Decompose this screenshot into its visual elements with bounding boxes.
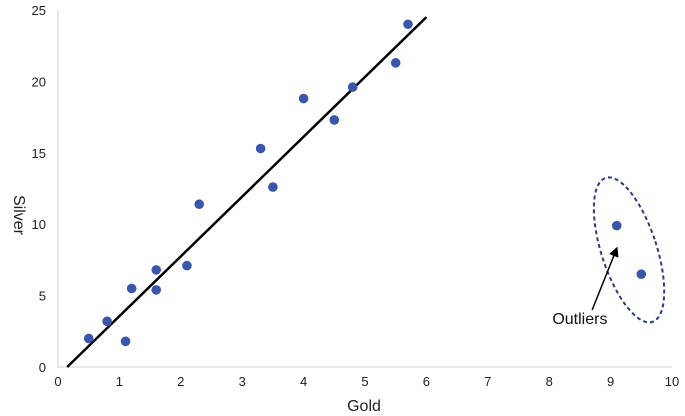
data-point [268,182,278,192]
x-tick-label: 5 [361,374,368,389]
y-axis-title: Silver [10,195,27,236]
data-point [126,283,137,294]
data-point [182,260,192,271]
data-point [255,143,266,154]
x-tick-label: 3 [239,374,246,389]
outliers-label: Outliers [552,311,607,328]
data-point [390,58,401,68]
trendline [66,16,428,368]
data-point [151,285,162,295]
x-tick-label: 0 [54,374,61,389]
data-point [636,269,647,279]
x-tick-label: 4 [300,374,307,389]
outlier-arrow [591,246,619,311]
trendline-group [66,16,428,368]
x-tick-label: 1 [116,374,123,389]
data-points [83,19,647,347]
x-tick-label: 9 [607,374,614,389]
x-tick-label: 7 [484,374,491,389]
data-point [194,199,205,210]
y-tick-label: 10 [32,217,46,232]
data-point [120,336,131,347]
y-tick-label: 0 [39,360,46,375]
y-tick-label: 25 [32,3,46,18]
x-tick-label: 8 [546,374,553,389]
outliers-annotation: Outliers [552,176,666,328]
data-point [83,333,94,344]
x-tick-label: 2 [177,374,184,389]
data-point [347,82,358,92]
x-tick-label: 10 [665,374,679,389]
x-tick-label: 6 [423,374,430,389]
y-tick-label: 15 [32,146,46,161]
data-point [403,19,413,30]
data-point [102,316,112,327]
outlier-ellipse [592,176,666,324]
data-point [298,93,309,104]
tick-labels: 0 1 2 3 4 5 6 7 8 9 10 0 5 10 15 20 25 [32,3,680,389]
data-point [151,265,162,275]
data-point [611,220,622,231]
y-tick-label: 5 [39,289,46,304]
axes [57,10,672,368]
y-tick-label: 20 [32,74,46,89]
x-axis-title: Gold [347,398,381,415]
data-point [329,115,340,125]
